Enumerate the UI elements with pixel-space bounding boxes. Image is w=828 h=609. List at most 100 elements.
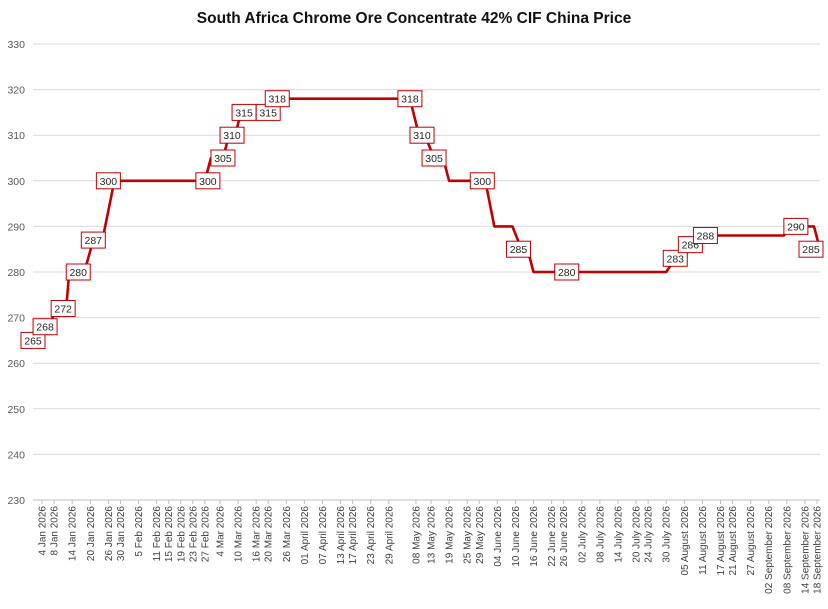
data-label-box	[421, 149, 447, 167]
data-label-text: 288	[697, 231, 715, 243]
data-label-text: 305	[425, 153, 443, 165]
x-tick-label: 16 June 2026	[529, 506, 540, 567]
data-label-box	[798, 240, 824, 258]
x-tick-label: 08 September 2026	[782, 506, 793, 594]
x-tick-label: 30 July 2026	[662, 506, 673, 563]
data-label: 318	[397, 90, 423, 108]
x-tick-label: 26 Jan 2026	[104, 506, 115, 561]
y-tick-label: 310	[7, 130, 25, 142]
data-label-box	[219, 126, 245, 144]
x-tick-label: 07 April 2026	[318, 506, 329, 565]
x-tick-label: 14 July 2026	[613, 506, 624, 563]
data-label: 305	[421, 149, 447, 167]
chart-title: South Africa Chrome Ore Concentrate 42% …	[196, 10, 632, 27]
x-tick-label: 4 Mar 2026	[215, 506, 226, 557]
x-tick-label: 15 Feb 2026	[164, 506, 175, 563]
data-label: 268	[32, 318, 58, 336]
data-label-text: 285	[510, 244, 528, 256]
data-label-text: 305	[214, 153, 232, 165]
data-label-text: 287	[85, 235, 103, 247]
x-tick-label: 29 May 2026	[475, 506, 486, 564]
data-label-text: 283	[666, 253, 684, 265]
x-tick-label: 05 August 2026	[680, 506, 691, 576]
x-tick-label: 13 May 2026	[427, 506, 438, 564]
x-axis-ticks: 4 Jan 2026 8 Jan 2026 14 Jan 2026 20 Jan 20…	[38, 500, 823, 594]
y-axis-ticks: 230 240 250 260 270 280 290 300 310 320 330	[7, 39, 25, 507]
data-label-box	[469, 172, 495, 190]
data-label-box	[195, 172, 221, 190]
x-tick-label: 17 April 2026	[348, 506, 359, 565]
x-tick-label: 21 August 2026	[728, 506, 739, 576]
data-label-box	[32, 318, 58, 336]
data-label: 318	[264, 90, 290, 108]
x-tick-label: 02 September 2026	[764, 506, 775, 594]
y-tick-label: 280	[7, 267, 25, 279]
data-label-text: 318	[401, 94, 419, 106]
data-label: 315	[255, 103, 281, 121]
data-label-text: 318	[268, 94, 286, 106]
x-tick-label: 27 August 2026	[746, 506, 757, 576]
data-label-text: 300	[100, 176, 118, 188]
gridlines	[33, 43, 820, 501]
data-label-text: 310	[413, 130, 431, 142]
data-label-box	[692, 227, 718, 245]
x-tick-label: 10 June 2026	[511, 506, 522, 567]
data-label-text: 272	[54, 303, 72, 315]
y-tick-label: 270	[7, 313, 25, 325]
data-label-text: 315	[235, 107, 253, 119]
x-tick-label: 4 Jan 2026	[38, 506, 49, 556]
data-label: 288	[692, 227, 718, 245]
data-label: 310	[409, 126, 435, 144]
y-tick-label: 230	[7, 495, 25, 507]
data-label: 272	[50, 299, 76, 317]
data-label-text: 280	[558, 267, 576, 279]
x-tick-label: 16 Mar 2026	[252, 506, 263, 563]
data-label-text: 285	[802, 244, 820, 256]
x-tick-label: 01 April 2026	[300, 506, 311, 565]
x-tick-label: 14 Jan 2026	[68, 506, 79, 561]
data-label-text: 315	[259, 107, 277, 119]
x-tick-label: 17 August 2026	[716, 506, 727, 576]
data-label: 300	[95, 172, 121, 190]
x-tick-label: 23 April 2026	[366, 506, 377, 565]
data-label-box	[554, 263, 580, 281]
x-tick-label: 30 Jan 2026	[116, 506, 127, 561]
data-label-box	[95, 172, 121, 190]
y-tick-label: 250	[7, 404, 25, 416]
x-tick-label: 27 Feb 2026	[200, 506, 211, 563]
data-label: 300	[469, 172, 495, 190]
x-tick-label: 11 Feb 2026	[152, 506, 163, 562]
data-label-box	[783, 217, 809, 235]
data-label: 315	[231, 103, 257, 121]
data-label-box	[50, 299, 76, 317]
x-tick-label: 26 Mar 2026	[282, 506, 293, 563]
data-label-text: 265	[24, 335, 42, 347]
data-label-box	[264, 90, 290, 108]
y-tick-label: 240	[7, 449, 25, 461]
data-label-box	[409, 126, 435, 144]
data-label: 300	[195, 172, 221, 190]
x-tick-label: 19 May 2026	[445, 506, 456, 564]
data-label: 280	[65, 263, 91, 281]
data-label-box	[397, 90, 423, 108]
data-label-box	[505, 240, 531, 258]
x-tick-label: 8 Jan 2026	[50, 506, 61, 556]
y-tick-label: 290	[7, 221, 25, 233]
data-label-box	[65, 263, 91, 281]
x-tick-label: 11 August 2026	[698, 506, 709, 575]
data-label: 287	[80, 231, 106, 249]
x-tick-label: 25 May 2026	[463, 506, 474, 564]
y-tick-label: 260	[7, 358, 25, 370]
x-tick-label: 20 Mar 2026	[264, 506, 275, 563]
y-tick-label: 320	[7, 85, 25, 97]
x-tick-label: 13 April 2026	[336, 506, 347, 565]
x-tick-label: 29 April 2026	[384, 506, 395, 565]
data-label: 283	[662, 249, 688, 267]
data-label: 285	[798, 240, 824, 258]
y-tick-label: 330	[7, 39, 25, 51]
x-tick-label: 02 July 2026	[577, 506, 588, 563]
x-tick-label: 23 Feb 2026	[188, 506, 199, 563]
x-tick-label: 14 September 2026	[800, 506, 811, 594]
